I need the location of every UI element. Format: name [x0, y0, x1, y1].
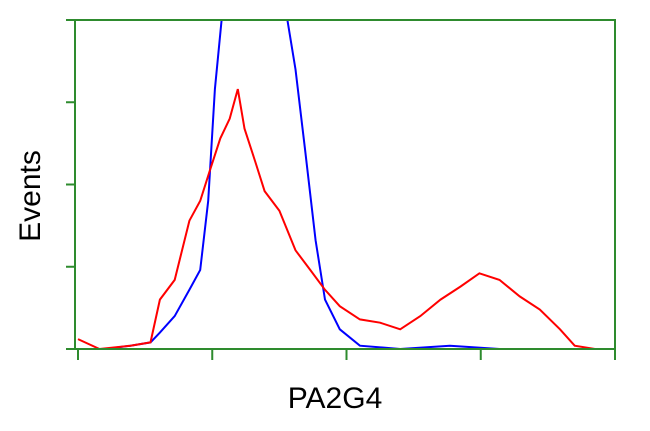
x-axis-label: PA2G4 — [288, 382, 383, 415]
histogram-line — [77, 88, 615, 350]
plot-area — [77, 20, 615, 350]
y-axis-label: Events — [14, 150, 47, 242]
histogram-line — [104, 20, 601, 350]
plot-frame — [74, 19, 616, 350]
